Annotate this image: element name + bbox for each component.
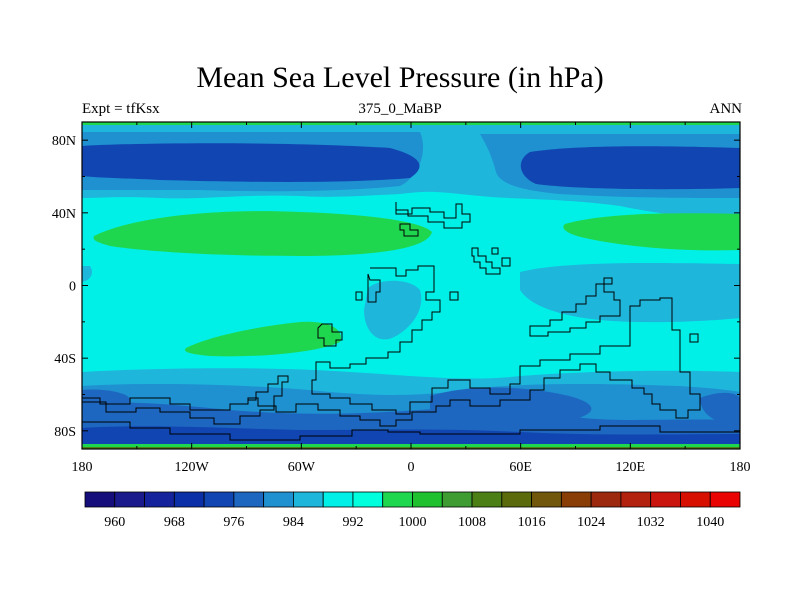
season-label: ANN [709,101,743,117]
colorbar-swatch [531,491,562,508]
colorbar-swatch [650,491,681,508]
x-tick-label: 180 [72,460,93,475]
north-low-right [520,146,740,190]
colorbar-swatch [322,491,354,508]
colorbar-swatch [144,491,175,508]
colorbar-label: 1032 [637,515,665,530]
colorbar-swatch [709,491,741,508]
y-tick-label: 40S [54,352,76,367]
colorbar-swatch [441,491,473,508]
x-tick-label: 60E [509,460,532,475]
y-tick-label: 80N [52,134,76,149]
colorbar-swatch [501,491,532,508]
time-label: 375_0_MaBP [358,101,442,117]
contour-fill [82,122,740,449]
north-atlantic-high [93,211,433,256]
colorbar-swatch [560,491,592,508]
colorbar-label: 992 [342,515,363,530]
y-tick-label: 40N [52,207,76,222]
y-tick-label: 0 [69,280,76,295]
land-east-arm [529,283,621,337]
axis-ticks: 180 120W 60W 0 60E 120E 180 80N 40N 0 40S 80S [52,122,751,475]
colorbar-label: 960 [104,515,125,530]
land-north [395,202,471,229]
colorbar-label: 1040 [696,515,724,530]
colorbar-swatch [263,491,294,508]
colorbar-label: 1000 [399,515,427,530]
x-tick-label: 0 [408,460,415,475]
x-tick-label: 120E [616,460,646,475]
colorbar-label: 968 [164,515,185,530]
colorbar-swatch [590,491,622,508]
north-pacific-high [563,213,740,251]
plot-title: Mean Sea Level Pressure (in hPa) [196,61,604,94]
colorbar-swatch [382,491,413,508]
colorbar: 960 968 976 984 992 1000 1008 1016 1024 1032 1040 [84,491,741,530]
land-islands-northeast [471,247,501,275]
colorbar-swatch [84,491,116,508]
colorbar-label: 1008 [458,515,486,530]
land-west-small [317,323,343,347]
coastlines [82,202,740,441]
colorbar-label: 984 [283,515,304,530]
south-high [185,321,341,357]
colorbar-label: 1024 [577,515,605,530]
colorbar-swatch [620,491,652,508]
land-southwest [82,375,289,425]
colorbar-label: 1016 [518,515,546,530]
colorbar-swatch [412,491,443,508]
x-tick-label: 180 [730,460,751,475]
x-tick-label: 60W [288,460,316,475]
colorbar-swatch [203,491,235,508]
colorbar-swatch [233,491,265,508]
colorbar-swatch [173,491,205,508]
colorbar-swatch [471,491,503,508]
colorbar-swatch [293,491,324,508]
colorbar-swatch [352,491,384,508]
y-tick-label: 80S [54,425,76,440]
experiment-label: Expt = tfKsx [82,101,160,117]
colorbar-swatch [114,491,145,508]
colorbar-label: 976 [223,515,244,530]
x-tick-label: 120W [175,460,210,475]
land-north-small [399,223,419,237]
north-low-left [82,143,420,182]
colorbar-swatch [680,491,711,508]
land-gondwana-main [82,265,701,427]
